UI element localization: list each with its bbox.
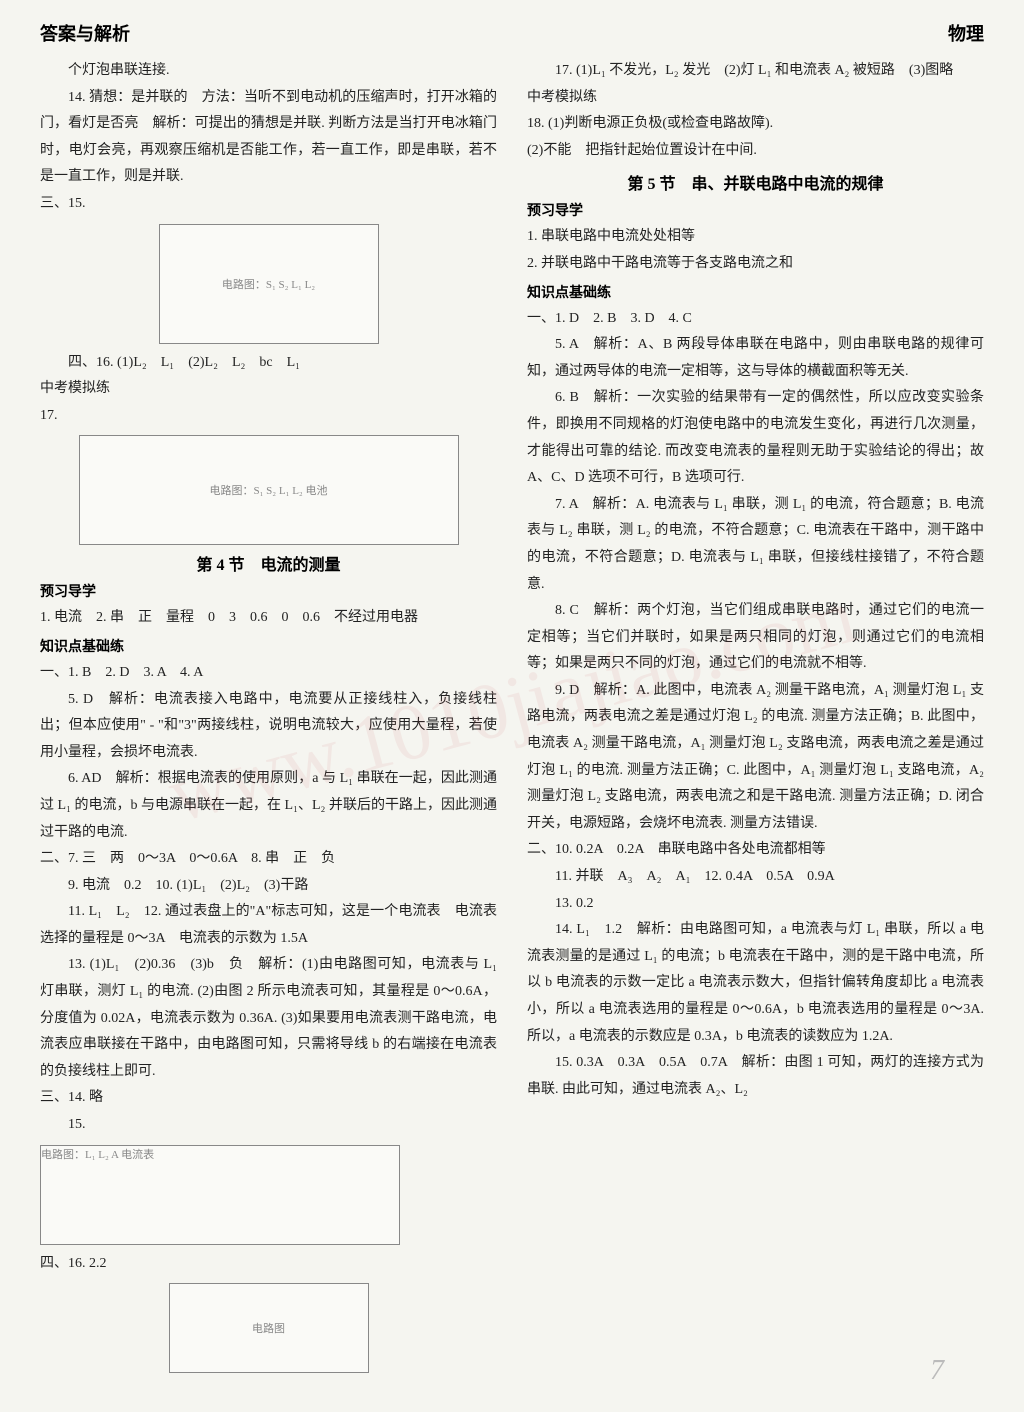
text-block: 13. 0.2 [527, 891, 984, 918]
text-block: 14. 猜想：是并联的 方法：当听不到电动机的压缩声时，打开冰箱的门，看灯是否亮… [40, 85, 497, 191]
text-block: 9. 电流 0.2 10. (1)L₁ (2)L₂ (3)干路 [40, 873, 497, 900]
text-block: 11. 并联 A₃ A₂ A₁ 12. 0.4A 0.5A 0.9A [527, 864, 984, 891]
text-block: 二、10. 0.2A 0.2A 串联电路中各处电流都相等 [527, 837, 984, 864]
text-block: 个灯泡串联连接. [40, 58, 497, 85]
subheading-zhishi: 知识点基础练 [527, 282, 984, 302]
circuit-figure-16: 电路图 [169, 1283, 369, 1373]
text-block: 二、7. 三 两 0～3A 0～0.6A 8. 串 正 负 [40, 846, 497, 873]
figure-alt: 电路图：S₁ S₂ L₁ L₂ 电池 [209, 482, 327, 498]
text-block: 1. 电流 2. 串 正 量程 0 3 0.6 0 0.6 不经过用电器 [40, 605, 497, 632]
text-block: (2)不能 把指针起始位置设计在中间. [527, 138, 984, 165]
header-right: 物理 [527, 20, 984, 46]
text-block: 15. [40, 1112, 497, 1139]
subheading-yuxi: 预习导学 [40, 581, 497, 601]
text-block: 中考模拟练 [40, 376, 497, 403]
text-block: 一、1. B 2. D 3. A 4. A [40, 660, 497, 687]
header-left: 答案与解析 [40, 20, 497, 46]
figure-alt: 电路图：L₁ L₂ A 电流表 [41, 1149, 154, 1161]
text-block: 一、1. D 2. B 3. D 4. C [527, 306, 984, 333]
text-block: 8. C 解析：两个灯泡，当它们组成串联电路时，通过它们的电流一定相等；当它们并… [527, 598, 984, 678]
text-block: 14. L₁ 1.2 解析：由电路图可知，a 电流表与灯 L₁ 串联，所以 a … [527, 917, 984, 1050]
page-number: 7 [930, 1355, 944, 1387]
text-block: 9. D 解析：A. 此图中，电流表 A₂ 测量干路电流，A₁ 测量灯泡 L₁ … [527, 678, 984, 838]
text-block: 四、16. 2.2 [40, 1251, 497, 1278]
text-block: 18. (1)判断电源正负极(或检查电路故障). [527, 111, 984, 138]
text-block: 6. AD 解析：根据电流表的使用原则，a 与 L₁ 串联在一起，因此测通过 L… [40, 766, 497, 846]
text-block: 三、15. [40, 191, 497, 218]
text-block: 四、16. (1)L₂ L₁ (2)L₂ L₂ bc L₁ [40, 350, 497, 377]
text-block: 中考模拟练 [527, 85, 984, 112]
text-block: 15. 0.3A 0.3A 0.5A 0.7A 解析：由图 1 可知，两灯的连接… [527, 1050, 984, 1103]
circuit-figure-17: 电路图：S₁ S₂ L₁ L₂ 电池 [79, 435, 459, 545]
text-block: 6. B 解析：一次实验的结果带有一定的偶然性，所以应改变实验条件，即换用不同规… [527, 385, 984, 491]
text-block: 1. 串联电路中电流处处相等 [527, 224, 984, 251]
text-block: 7. A 解析：A. 电流表与 L₁ 串联，测 L₁ 的电流，符合题意；B. 电… [527, 492, 984, 598]
subheading-zhishi: 知识点基础练 [40, 636, 497, 656]
figure-alt: 电路图 [252, 1320, 285, 1336]
figure-alt: 电路图：S₁ S₂ L₁ L₂ [222, 276, 315, 292]
text-block: 5. A 解析：A、B 两段导体串联在电路中，则由串联电路的规律可知，通过两导体… [527, 332, 984, 385]
text-block: 11. L₁ L₂ 12. 通过表盘上的"A"标志可知，这是一个电流表 电流表选… [40, 899, 497, 952]
text-block: 17. [40, 403, 497, 430]
text-block: 三、14. 略 [40, 1085, 497, 1112]
section-5-title: 第 5 节 串、并联电路中电流的规律 [527, 170, 984, 194]
subheading-yuxi: 预习导学 [527, 200, 984, 220]
text-block: 5. D 解析：电流表接入电路中，电流要从正接线柱入，负接线柱出；但本应使用" … [40, 687, 497, 767]
section-4-title: 第 4 节 电流的测量 [40, 551, 497, 575]
text-block: 2. 并联电路中干路电流等于各支路电流之和 [527, 251, 984, 278]
text-block: 17. (1)L₁ 不发光，L₂ 发光 (2)灯 L₁ 和电流表 A₂ 被短路 … [527, 58, 984, 85]
text-block: 13. (1)L₁ (2)0.36 (3)b 负 解析：(1)由电路图可知，电流… [40, 952, 497, 1085]
left-column: 答案与解析 个灯泡串联连接. 14. 猜想：是并联的 方法：当听不到电动机的压缩… [40, 20, 497, 1379]
right-column: 物理 17. (1)L₁ 不发光，L₂ 发光 (2)灯 L₁ 和电流表 A₂ 被… [527, 20, 984, 1379]
circuit-figure-bottom-15: 电路图：L₁ L₂ A 电流表 [40, 1145, 400, 1245]
circuit-figure-15: 电路图：S₁ S₂ L₁ L₂ [159, 224, 379, 344]
